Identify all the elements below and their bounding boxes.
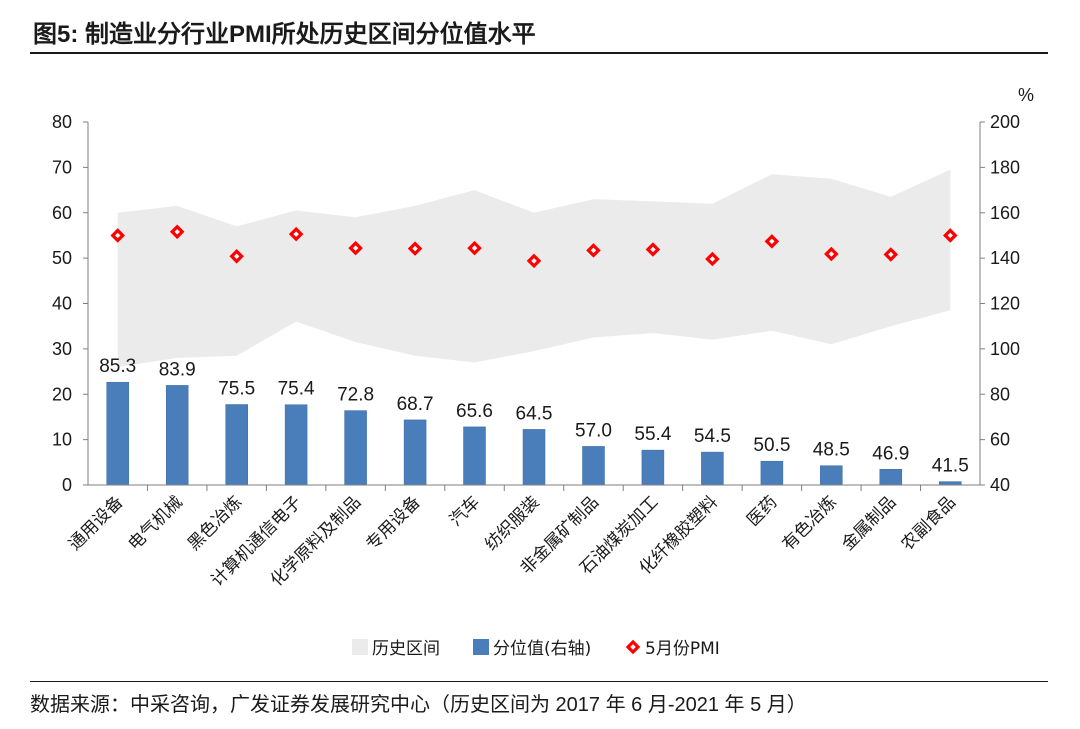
category-label-14: 金属制品 bbox=[838, 492, 900, 554]
bar-4 bbox=[284, 404, 308, 486]
legend-swatch-area bbox=[352, 639, 368, 655]
bar-value-label-1: 85.3 bbox=[99, 356, 136, 377]
bar-value-label-3: 75.5 bbox=[218, 379, 255, 400]
bar-value-label-2: 83.9 bbox=[159, 359, 196, 380]
right-tick-label: 100 bbox=[990, 339, 1020, 359]
pmi-point-2 bbox=[169, 224, 185, 240]
right-tick-label: 60 bbox=[990, 430, 1010, 450]
bar-10 bbox=[641, 449, 665, 486]
left-tick-label: 10 bbox=[52, 430, 72, 450]
right-axis-unit: % bbox=[1018, 85, 1034, 105]
pmi-point-8 bbox=[526, 253, 542, 269]
category-label-7: 汽车 bbox=[446, 492, 484, 530]
pmi-point-3 bbox=[229, 249, 244, 264]
data-label-layer: 85.3 83.9 75.5 75.4 72.8 68.7 65.6 64.5 57.0 55.4… bbox=[99, 356, 969, 476]
left-tick-label: 80 bbox=[52, 112, 72, 132]
source-rule bbox=[30, 681, 1048, 682]
pmi-point-7 bbox=[467, 240, 482, 256]
left-tick-label: 60 bbox=[52, 203, 72, 223]
bar-value-label-12: 50.5 bbox=[753, 435, 790, 456]
category-label-6: 专用设备 bbox=[362, 492, 424, 554]
category-label-8: 纺织服装 bbox=[481, 492, 543, 554]
right-tick-label: 200 bbox=[990, 112, 1020, 132]
pmi-point-9 bbox=[586, 243, 601, 258]
category-label-12: 医药 bbox=[743, 492, 781, 530]
legend-swatch-marker bbox=[625, 639, 641, 655]
pmi-point-12 bbox=[764, 234, 780, 249]
right-tick-label: 120 bbox=[990, 294, 1020, 314]
history-range-layer bbox=[117, 169, 951, 367]
left-tick-label: 50 bbox=[52, 248, 72, 268]
right-tick-label: 160 bbox=[990, 203, 1020, 223]
history-range-area bbox=[117, 169, 951, 367]
bar-7 bbox=[463, 426, 486, 486]
pmi-point-4 bbox=[288, 226, 304, 242]
left-tick-label: 40 bbox=[52, 294, 72, 314]
category-label-3: 黑色冶炼 bbox=[184, 492, 246, 554]
bar-value-label-15: 41.5 bbox=[932, 456, 969, 477]
left-tick-label: 20 bbox=[52, 384, 72, 404]
chart: 0 10 20 30 40 50 60 70 80 40 60 80 100 120 140 160 180 20… bbox=[52, 85, 1034, 659]
bar-14 bbox=[879, 469, 903, 486]
bar-1 bbox=[106, 381, 129, 486]
bar-9 bbox=[582, 446, 605, 486]
bar-2 bbox=[165, 385, 189, 486]
bar-value-label-10: 55.4 bbox=[634, 424, 671, 445]
bar-value-label-8: 64.5 bbox=[516, 403, 553, 424]
legend-label-bar: 分位值(右轴) bbox=[493, 639, 591, 659]
category-label-1: 通用设备 bbox=[65, 492, 127, 554]
pmi-point-5 bbox=[348, 240, 363, 256]
legend-swatch-bar bbox=[473, 639, 489, 655]
legend-label-area: 历史区间 bbox=[372, 639, 440, 659]
bar-value-label-13: 48.5 bbox=[813, 440, 850, 461]
bar-value-label-4: 75.4 bbox=[278, 379, 315, 400]
bar-8 bbox=[522, 429, 546, 486]
right-tick-label: 180 bbox=[990, 157, 1020, 177]
pmi-point-13 bbox=[824, 246, 839, 262]
bar-12 bbox=[760, 460, 784, 486]
bar-3 bbox=[225, 404, 248, 486]
category-label-15: 农副食品 bbox=[898, 492, 960, 554]
pmi-point-14 bbox=[883, 247, 899, 262]
bar-value-label-9: 57.0 bbox=[575, 420, 612, 441]
category-label-13: 有色冶炼 bbox=[779, 492, 841, 554]
pmi-point-15 bbox=[943, 228, 958, 243]
figure-title: 图5: 制造业分行业PMI所处历史区间分位值水平 bbox=[33, 21, 536, 48]
pmi-point-10 bbox=[645, 242, 661, 257]
bar-15 bbox=[939, 481, 962, 486]
pmi-marker-layer bbox=[110, 224, 958, 269]
left-tick-label: 0 bbox=[62, 475, 72, 495]
bar-value-label-5: 72.8 bbox=[337, 385, 374, 406]
left-tick-label: 70 bbox=[52, 157, 72, 177]
bar-6 bbox=[403, 419, 427, 486]
legend-label-marker: 5月份PMI bbox=[645, 639, 720, 659]
legend: 历史区间 分位值(右轴) 5月份PMI bbox=[352, 639, 720, 659]
bar-value-label-11: 54.5 bbox=[694, 426, 731, 447]
left-tick-label: 30 bbox=[52, 339, 72, 359]
bar-layer bbox=[106, 381, 962, 486]
pmi-point-11 bbox=[705, 251, 720, 267]
right-tick-label: 140 bbox=[990, 248, 1020, 268]
right-tick-label: 80 bbox=[990, 384, 1010, 404]
right-tick-label: 40 bbox=[990, 475, 1010, 495]
pmi-point-1 bbox=[110, 228, 125, 243]
bar-value-label-6: 68.7 bbox=[397, 394, 434, 415]
bar-value-label-7: 65.6 bbox=[456, 401, 493, 422]
pmi-point-6 bbox=[407, 241, 423, 256]
bar-5 bbox=[344, 410, 367, 486]
category-label-2: 电气机械 bbox=[125, 492, 187, 554]
title-rule bbox=[30, 52, 1048, 54]
bar-value-label-14: 46.9 bbox=[872, 443, 909, 464]
source-note: 数据来源：中采咨询，广发证券发展研究中心（历史区间为 2017 年 6 月-20… bbox=[30, 694, 807, 716]
bar-13 bbox=[820, 465, 843, 486]
bar-11 bbox=[701, 451, 724, 486]
